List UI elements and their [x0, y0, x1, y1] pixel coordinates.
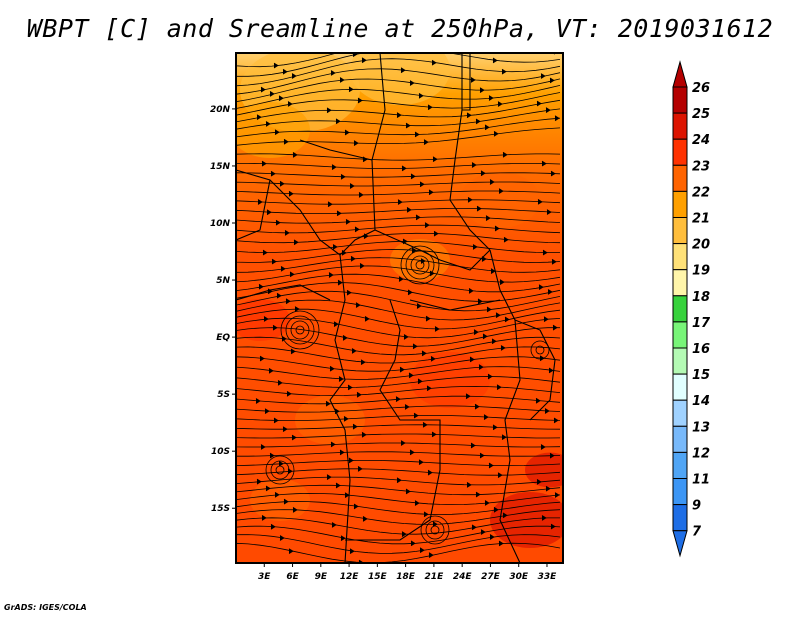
colorbar-segment [672, 112, 688, 140]
colorbar-label: 18 [692, 290, 710, 305]
colorbar-segment [672, 269, 688, 297]
lat-tick-label: 10S [211, 447, 230, 457]
chart-title: WBPT [C] and Sreamline at 250hPa, VT: 20… [26, 14, 774, 43]
colorbar-segment [672, 138, 688, 166]
colorbar-segment [672, 86, 688, 114]
colorbar-segment [672, 243, 688, 271]
map-plot-area [236, 53, 563, 563]
colorbar-segment [672, 190, 688, 218]
colorbar-label: 20 [692, 238, 710, 253]
colorbar-segment [672, 478, 688, 506]
streamlines [236, 53, 561, 563]
colorbar-segment [672, 217, 688, 245]
credit-label: GrADS: IGES/COLA [4, 603, 87, 612]
colorbar-segment [672, 347, 688, 375]
colorbar-label: 22 [692, 185, 710, 200]
lon-tick-label: 30E [509, 572, 529, 582]
lat-tick-label: 15S [211, 504, 230, 514]
colorbar-label: 13 [692, 420, 710, 435]
colorbar-segment [672, 164, 688, 192]
colorbar-segment [672, 451, 688, 479]
colorbar-label: 12 [692, 446, 710, 461]
colorbar-label: 11 [692, 473, 710, 488]
colorbar-label: 14 [692, 394, 710, 409]
lon-tick-label: 24E [453, 572, 473, 582]
lon-tick-label: 21E [425, 572, 445, 582]
colorbar-label: 21 [692, 212, 710, 227]
colorbar-label: 23 [692, 159, 710, 174]
colorbar-label: 9 [692, 499, 701, 514]
lat-tick-label: 5N [216, 276, 230, 286]
colorbar-label: 7 [692, 525, 702, 540]
lon-tick-label: 18E [396, 572, 416, 582]
colorbar-bottom-arrow [672, 530, 688, 558]
colorbar-top-arrow [672, 60, 688, 88]
colorbar-label: 24 [692, 133, 710, 148]
map-frame [235, 52, 564, 564]
colorbar-segment [672, 425, 688, 453]
lat-tick-label: 15N [210, 162, 231, 172]
lon-tick-label: 33E [538, 572, 558, 582]
colorbar-label: 26 [692, 81, 710, 96]
colorbar-segment [672, 295, 688, 323]
lon-tick-label: 6E [286, 572, 299, 582]
lon-tick-label: 3E [258, 572, 271, 582]
colorbar-segment [672, 399, 688, 427]
lon-tick-label: 15E [368, 572, 388, 582]
colorbar-segment [672, 321, 688, 349]
lon-tick-label: 9E [315, 572, 328, 582]
colorbar-label: 25 [692, 107, 710, 122]
colorbar-label: 17 [692, 316, 711, 331]
lat-tick-label: 20N [210, 105, 231, 115]
colorbar: 26 25 24 23 22 21 20 19 18 17 16 15 14 13 12 11 9 7 [672, 60, 711, 558]
lat-tick-label: EQ [216, 333, 230, 343]
colorbar-label: 19 [692, 264, 710, 279]
lon-tick-label: 27E [481, 572, 501, 582]
lon-tick-label: 12E [340, 572, 360, 582]
colorbar-segment [672, 373, 688, 401]
colorbar-label: 16 [692, 342, 710, 357]
lat-tick-label: 10N [210, 219, 231, 229]
colorbar-segment [672, 504, 688, 532]
lat-tick-label: 5S [217, 390, 230, 400]
colorbar-label: 15 [692, 368, 710, 383]
axes: 20N 15N 10N 5N EQ 5S 10S 15S 3E 6E 9E 12E 15E 18E 21E 2… [210, 105, 557, 582]
